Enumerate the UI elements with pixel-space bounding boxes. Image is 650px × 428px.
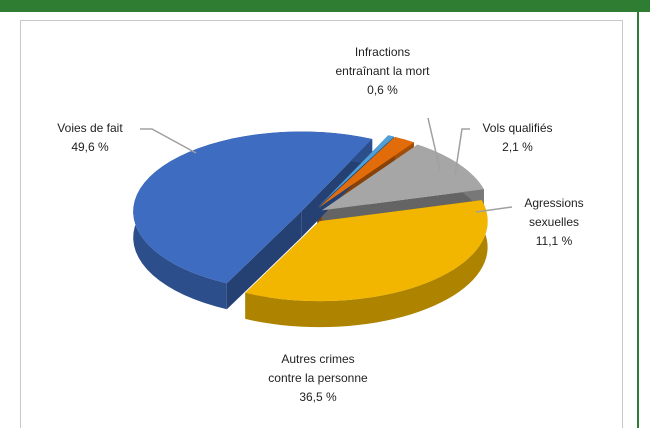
pie (133, 131, 488, 328)
slice (245, 200, 488, 302)
slice-label: Infractions entraînant la mort 0,6 % (335, 43, 430, 100)
slice-label: Vols qualifiés 2,1 % (470, 119, 565, 157)
value-label: 0,6 % (367, 83, 398, 97)
category-label: Autres crimes contre la personne (268, 352, 368, 385)
slice (318, 136, 414, 209)
slice-side (245, 200, 488, 328)
leaders (140, 117, 513, 213)
slice-side (226, 211, 302, 310)
category-label: Infractions entraînant la mort (335, 45, 430, 78)
title-band (0, 0, 650, 12)
leader-line (140, 128, 197, 154)
category-label: Agressions sexuelles (524, 196, 584, 229)
category-label: Voies de fait (57, 121, 123, 135)
slice-label: Voies de fait 49,6 % (40, 119, 140, 157)
category-label: Vols qualifiés (482, 121, 553, 135)
slice (133, 131, 373, 284)
slice (317, 135, 394, 208)
leader-line (454, 128, 470, 176)
leader-line (427, 117, 441, 171)
slice-label: Agressions sexuelles 11,1 % (513, 194, 595, 251)
slice-label: Autres crimes contre la personne 36,5 % (268, 350, 368, 407)
leader-line (475, 206, 513, 213)
value-label: 36,5 % (299, 390, 337, 404)
value-label: 2,1 % (502, 140, 533, 154)
slice (321, 144, 484, 211)
value-label: 49,6 % (71, 140, 109, 154)
value-label: 11,1 % (535, 234, 573, 248)
